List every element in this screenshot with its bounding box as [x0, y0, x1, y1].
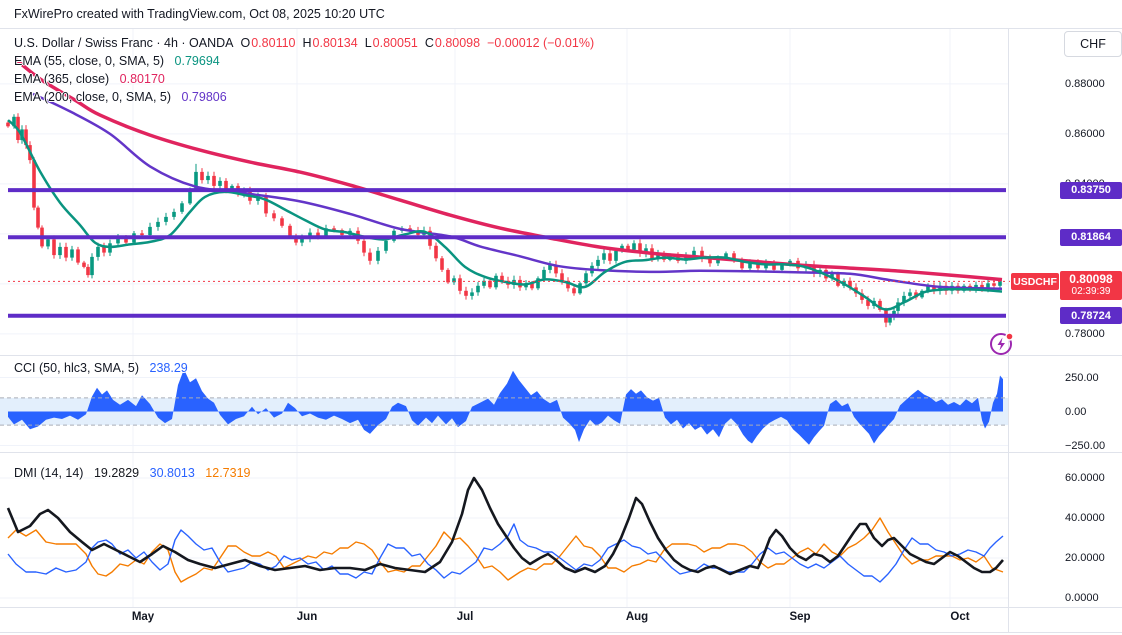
ema55-legend-row[interactable]: EMA (55, close, 0, SMA, 5) 0.79694 — [14, 54, 220, 68]
dmi-adx-value: 19.2829 — [93, 466, 140, 480]
ema55-value: 0.79694 — [174, 54, 220, 68]
level-price-label: 0.78724 — [1060, 307, 1122, 325]
last-price-symbol-tag: USDCHF — [1011, 273, 1059, 290]
ema200-legend-row[interactable]: EMA (200, close, 0, SMA, 5) 0.79806 — [14, 90, 227, 104]
currency-button[interactable]: CHF — [1064, 31, 1122, 57]
level-price-label: 0.81864 — [1060, 228, 1122, 246]
month-label: Jun — [296, 611, 318, 623]
level-price-label: 0.83750 — [1060, 181, 1122, 199]
ema365-label: EMA (365, close) — [14, 72, 110, 86]
symbol-legend-row[interactable]: U.S. Dollar / Swiss Franc · 4h · OANDA O0… — [14, 36, 594, 50]
boost-lightning-icon[interactable] — [987, 328, 1017, 358]
watermark-header: FxWirePro created with TradingView.com, … — [14, 7, 385, 21]
ema200-value: 0.79806 — [181, 90, 227, 104]
dmi-tick: 0.0000 — [1065, 592, 1099, 604]
price-tick: 0.78000 — [1065, 327, 1105, 340]
ohlc-item: L0.80051 — [364, 36, 418, 50]
ema200-label: EMA (200, close, 0, SMA, 5) — [14, 90, 172, 104]
month-label: Aug — [625, 611, 649, 623]
dmi-label: DMI (14, 14) — [14, 466, 84, 480]
dmi-tick: 20.0000 — [1065, 552, 1105, 564]
dmi-legend-row[interactable]: DMI (14, 14) 19.2829 30.8013 12.7319 — [14, 466, 250, 480]
cci-value: 238.29 — [149, 361, 188, 375]
cci-tick: 0.00 — [1065, 405, 1087, 418]
cci-legend-row[interactable]: CCI (50, hlc3, SMA, 5) 238.29 — [14, 361, 188, 375]
ohlc-item: H0.80134 — [302, 36, 358, 50]
cci-tick: −250.00 — [1065, 439, 1106, 452]
ema365-value: 0.80170 — [119, 72, 165, 86]
month-label: Oct — [950, 611, 970, 623]
month-label: May — [131, 611, 155, 623]
dmi-tick: 60.0000 — [1065, 472, 1105, 484]
last-price-label: 0.80098 02:39:39 — [1060, 271, 1122, 300]
ema365-legend-row[interactable]: EMA (365, close) 0.80170 — [14, 72, 165, 86]
ema55-label: EMA (55, close, 0, SMA, 5) — [14, 54, 165, 68]
cci-label: CCI (50, hlc3, SMA, 5) — [14, 361, 140, 375]
change-value: −0.00012 (−0.01%) — [487, 36, 595, 50]
month-label: Jul — [456, 611, 474, 623]
price-tick: 0.88000 — [1065, 77, 1105, 90]
last-price-value: 0.80098 — [1069, 272, 1113, 286]
ohlc-item: C0.80098 — [424, 36, 481, 50]
dmi-plus-di-value: 30.8013 — [149, 466, 195, 480]
bar-countdown: 02:39:39 — [1071, 286, 1111, 297]
symbol-title: U.S. Dollar / Swiss Franc · 4h · OANDA — [14, 36, 234, 50]
price-tick: 0.86000 — [1065, 127, 1105, 140]
ohlc-values: O0.80110 H0.80134 L0.80051 C0.80098 — [234, 36, 481, 50]
ohlc-item: O0.80110 — [240, 36, 296, 50]
cci-tick: 250.00 — [1065, 371, 1099, 384]
dmi-minus-di-value: 12.7319 — [205, 466, 251, 480]
dmi-tick: 40.0000 — [1065, 512, 1105, 524]
month-label: Sep — [789, 611, 811, 623]
